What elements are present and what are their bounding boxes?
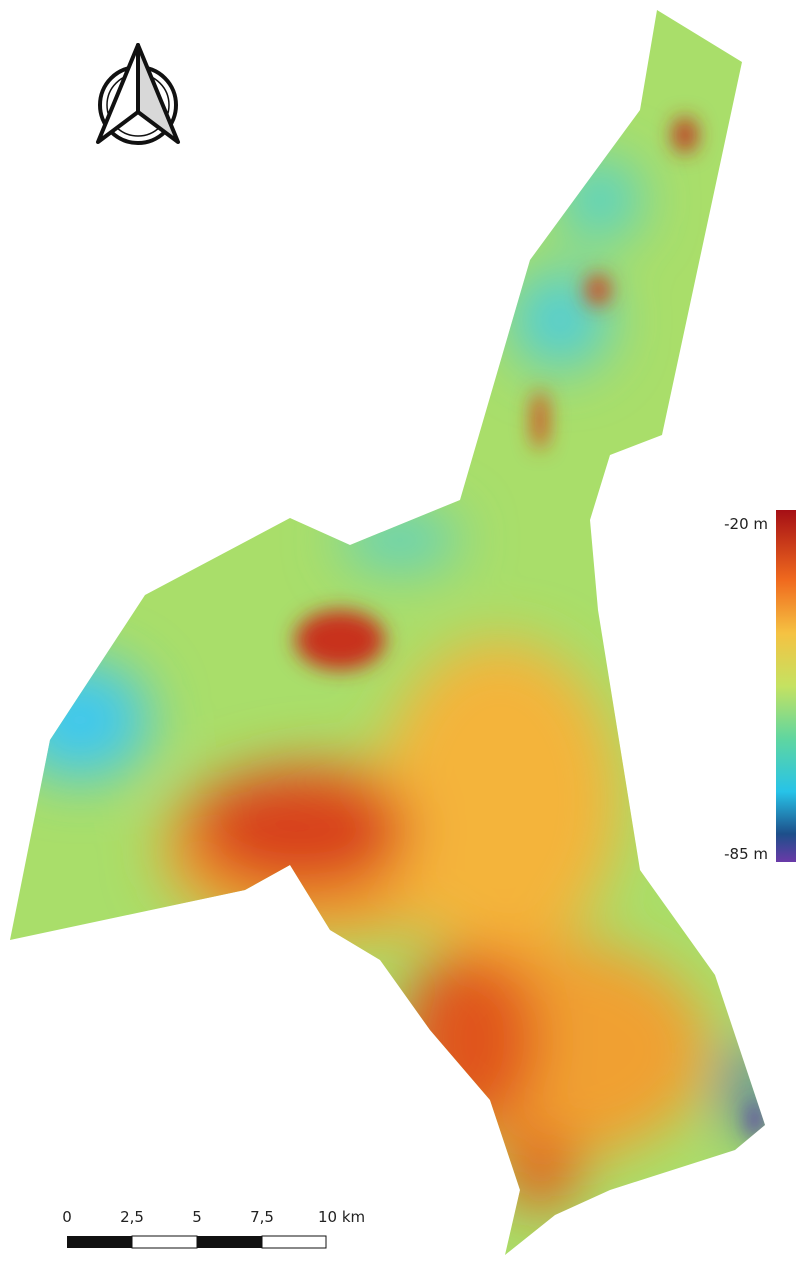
scale-bar: 0 2,5 5 7,5 10 km bbox=[62, 1208, 365, 1248]
legend-max-label: -20 m bbox=[724, 515, 768, 533]
legend-min-label: -85 m bbox=[724, 845, 768, 863]
bathymetry-raster bbox=[0, 0, 798, 1265]
legend-ramp bbox=[776, 510, 796, 862]
scale-label: 10 km bbox=[318, 1208, 365, 1226]
scale-label: 0 bbox=[62, 1208, 72, 1226]
legend: -20 m -85 m bbox=[724, 510, 796, 863]
north-arrow bbox=[98, 45, 178, 143]
scale-label: 2,5 bbox=[120, 1208, 144, 1226]
scale-label: 5 bbox=[192, 1208, 202, 1226]
scale-label: 7,5 bbox=[250, 1208, 274, 1226]
map: -20 m -85 m 0 2,5 5 7,5 10 km bbox=[0, 0, 798, 1265]
